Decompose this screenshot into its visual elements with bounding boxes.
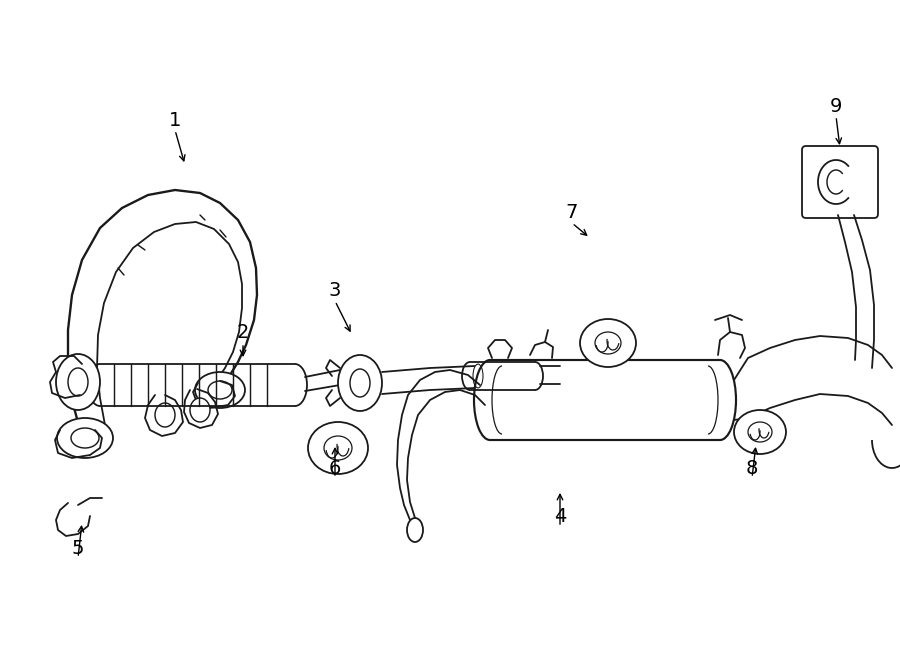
Text: 5: 5 (72, 539, 85, 557)
Ellipse shape (190, 398, 210, 422)
FancyBboxPatch shape (802, 146, 878, 218)
Ellipse shape (308, 422, 368, 474)
Text: 3: 3 (328, 282, 341, 301)
Ellipse shape (338, 355, 382, 411)
Ellipse shape (580, 319, 636, 367)
Ellipse shape (56, 354, 100, 410)
Text: 6: 6 (328, 459, 341, 477)
Ellipse shape (748, 422, 772, 442)
Ellipse shape (68, 368, 88, 396)
Text: 2: 2 (237, 323, 249, 342)
Ellipse shape (324, 436, 352, 460)
Text: 4: 4 (554, 508, 566, 527)
Ellipse shape (57, 418, 113, 458)
Text: 9: 9 (830, 97, 842, 116)
Ellipse shape (734, 410, 786, 454)
Ellipse shape (71, 428, 99, 448)
Ellipse shape (595, 332, 621, 354)
Text: 1: 1 (169, 110, 181, 130)
Ellipse shape (195, 372, 245, 408)
Text: 8: 8 (746, 459, 758, 477)
Ellipse shape (155, 403, 175, 427)
Ellipse shape (407, 518, 423, 542)
Ellipse shape (208, 381, 232, 399)
Ellipse shape (473, 364, 483, 388)
Text: 7: 7 (566, 204, 578, 223)
Ellipse shape (350, 369, 370, 397)
